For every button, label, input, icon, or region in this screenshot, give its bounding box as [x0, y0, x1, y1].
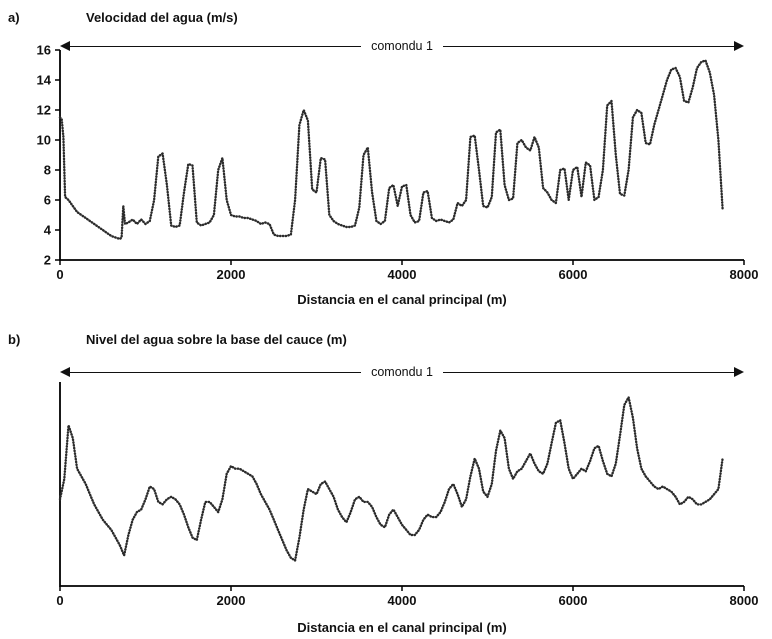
arrow-line: [70, 45, 362, 47]
svg-text:2000: 2000: [217, 267, 246, 282]
svg-text:8000: 8000: [730, 593, 759, 608]
arrow-line: [442, 45, 735, 47]
span-annotation-arrow: comondu 1: [60, 39, 745, 53]
panel-velocity-chart: a) Velocidad del agua (m/s) comondu 1 2 4…: [0, 0, 772, 318]
x-axis-label: Distancia en el canal principal (m): [297, 292, 507, 307]
arrow-right-icon: [734, 41, 745, 51]
svg-text:6000: 6000: [559, 267, 588, 282]
svg-text:4: 4: [44, 223, 52, 238]
water-level-line-plot: 0 2000 4000 6000 8000: [56, 382, 759, 608]
arrow-line: [442, 371, 735, 373]
chart-title-water-level: Nivel del agua sobre la base del cauce (…: [86, 332, 347, 347]
annotation-label: comondu 1: [371, 39, 433, 53]
panel-label-b: b): [8, 332, 21, 347]
svg-text:14: 14: [37, 73, 52, 88]
svg-text:4000: 4000: [388, 267, 417, 282]
chart-title-velocity: Velocidad del agua (m/s): [86, 10, 238, 25]
svg-text:2: 2: [44, 253, 51, 268]
svg-text:0: 0: [56, 593, 63, 608]
arrow-left-icon: [60, 367, 70, 377]
annotation-label: comondu 1: [371, 365, 433, 379]
velocity-line-plot: 2 4 6 8 10 12 14 16 0 2000 4000 6000 8000: [37, 43, 759, 283]
svg-text:12: 12: [37, 103, 51, 118]
svg-text:8000: 8000: [730, 267, 759, 282]
svg-text:0: 0: [56, 267, 63, 282]
svg-text:16: 16: [37, 43, 51, 58]
svg-text:4000: 4000: [388, 593, 417, 608]
svg-text:10: 10: [37, 133, 51, 148]
panel-label-a: a): [8, 10, 20, 25]
panel-water-level-chart: b) Nivel del agua sobre la base del cauc…: [0, 322, 772, 639]
svg-text:8: 8: [44, 163, 51, 178]
arrow-right-icon: [734, 367, 745, 377]
svg-text:2000: 2000: [217, 593, 246, 608]
span-annotation-arrow: comondu 1: [60, 365, 745, 379]
arrow-line: [70, 371, 362, 373]
svg-text:6: 6: [44, 193, 51, 208]
x-axis-label: Distancia en el canal principal (m): [297, 620, 507, 635]
arrow-left-icon: [60, 41, 70, 51]
svg-text:6000: 6000: [559, 593, 588, 608]
